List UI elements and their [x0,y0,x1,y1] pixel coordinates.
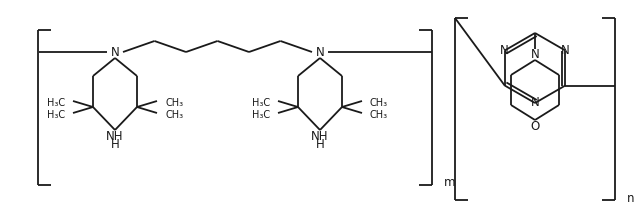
Text: m: m [444,176,456,189]
Text: N: N [561,44,570,57]
Text: CH₃: CH₃ [165,98,183,108]
Text: N: N [500,44,509,57]
Text: NH: NH [311,130,329,142]
Text: H: H [316,138,324,151]
Text: CH₃: CH₃ [370,98,388,108]
Text: N: N [531,49,540,62]
Text: NH: NH [106,130,124,142]
Text: N: N [111,46,120,59]
Text: CH₃: CH₃ [165,110,183,120]
Text: N: N [316,46,324,59]
Text: CH₃: CH₃ [370,110,388,120]
Text: H: H [111,138,120,151]
Text: H₃C: H₃C [47,98,65,108]
Text: H₃C: H₃C [47,110,65,120]
Text: n: n [627,191,634,204]
Text: N: N [531,96,540,109]
Text: H₃C: H₃C [252,110,270,120]
Text: O: O [531,121,540,134]
Text: H₃C: H₃C [252,98,270,108]
